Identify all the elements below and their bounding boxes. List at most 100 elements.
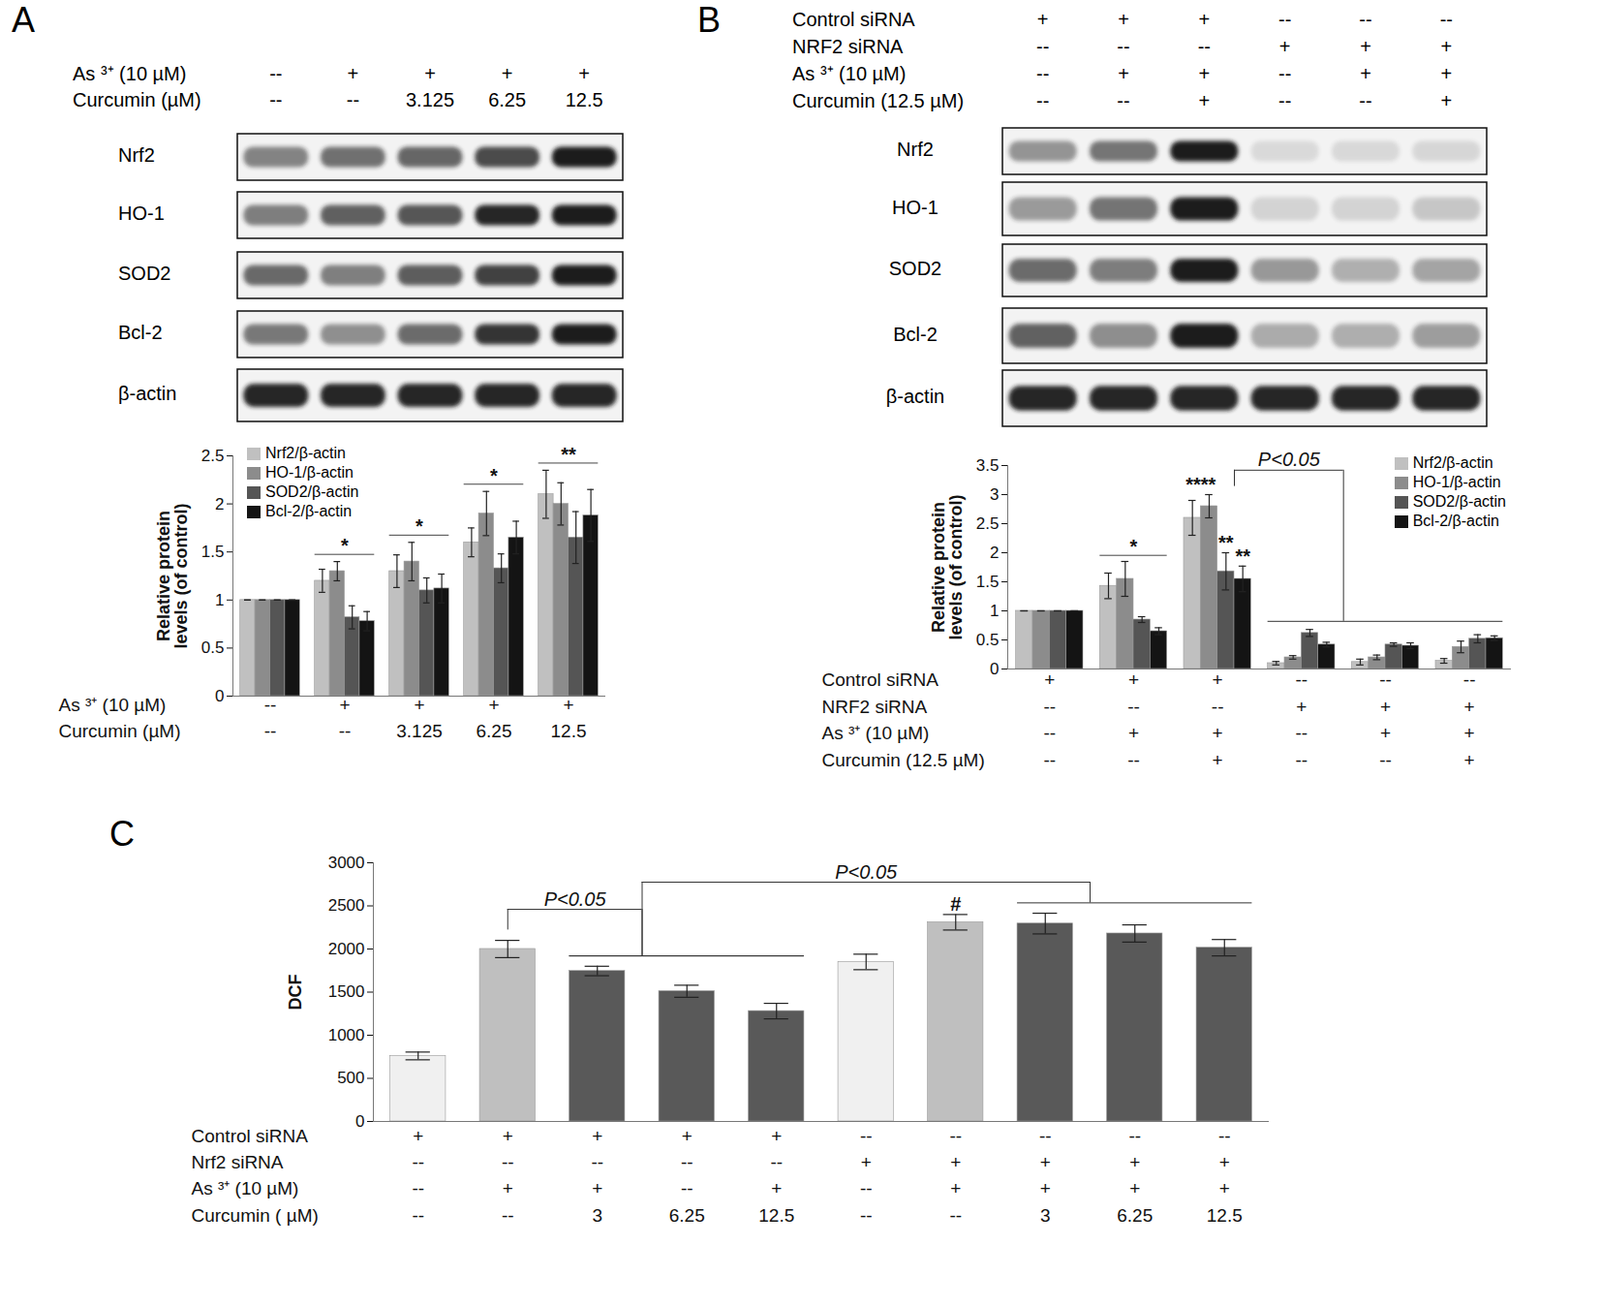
- svg-text:+: +: [1380, 696, 1391, 717]
- svg-text:--: --: [949, 1125, 962, 1146]
- svg-text:Nrf2 siRNA: Nrf2 siRNA: [191, 1151, 284, 1172]
- svg-text:Curcumin (12.5 µM): Curcumin (12.5 µM): [792, 90, 964, 112]
- svg-text:--: --: [1039, 1125, 1052, 1146]
- svg-text:+: +: [1128, 722, 1139, 743]
- svg-text:12.5: 12.5: [758, 1204, 795, 1226]
- svg-text:--: --: [680, 1177, 694, 1199]
- svg-text:--: --: [1116, 90, 1130, 112]
- svg-text:--: --: [1044, 696, 1057, 717]
- svg-text:--: --: [860, 1125, 873, 1146]
- svg-text:12.5: 12.5: [1206, 1204, 1243, 1226]
- svg-text:β-actin: β-actin: [886, 385, 945, 407]
- svg-text:As ³⁺ (10 µM): As ³⁺ (10 µM): [822, 722, 930, 743]
- svg-text:+: +: [338, 694, 350, 715]
- svg-text:--: --: [1218, 1125, 1231, 1146]
- svg-text:*: *: [490, 464, 498, 487]
- svg-text:--: --: [411, 1177, 425, 1199]
- svg-text:--: --: [346, 89, 360, 111]
- svg-text:+: +: [412, 1125, 424, 1146]
- svg-text:DCF: DCF: [285, 974, 306, 1011]
- svg-text:+: +: [1219, 1177, 1231, 1199]
- svg-text:+: +: [1129, 1177, 1140, 1199]
- svg-text:+: +: [1279, 35, 1292, 58]
- svg-text:+: +: [1198, 62, 1210, 85]
- svg-text:--: --: [1036, 90, 1049, 112]
- svg-text:--: --: [1358, 8, 1372, 31]
- svg-text:+: +: [1440, 90, 1452, 112]
- svg-text:NRF2 siRNA: NRF2 siRNA: [792, 35, 904, 58]
- svg-text:+: +: [1464, 696, 1476, 717]
- svg-text:--: --: [860, 1204, 873, 1226]
- svg-text:--: --: [680, 1151, 694, 1172]
- svg-text:--: --: [501, 1151, 515, 1172]
- svg-text:--: --: [1295, 722, 1309, 743]
- svg-text:12.5: 12.5: [551, 720, 587, 741]
- svg-text:0.5: 0.5: [201, 638, 225, 657]
- svg-text:+: +: [488, 694, 499, 715]
- svg-text:+: +: [770, 1125, 782, 1146]
- svg-text:P<0.05: P<0.05: [544, 888, 608, 910]
- svg-text:2.5: 2.5: [976, 514, 1000, 533]
- svg-text:--: --: [769, 1151, 783, 1172]
- svg-text:--: --: [590, 1151, 604, 1172]
- svg-text:6.25: 6.25: [488, 89, 526, 111]
- svg-text:**: **: [1218, 531, 1234, 554]
- svg-text:0: 0: [355, 1111, 365, 1131]
- svg-text:+: +: [1040, 1177, 1051, 1199]
- svg-text:+: +: [861, 1151, 872, 1172]
- svg-text:--: --: [1127, 749, 1140, 770]
- svg-text:--: --: [1295, 669, 1309, 690]
- svg-text:+: +: [950, 1177, 961, 1199]
- svg-text:*: *: [415, 515, 424, 537]
- svg-text:6.25: 6.25: [476, 720, 513, 741]
- svg-text:3.5: 3.5: [976, 456, 1000, 475]
- svg-text:--: --: [1278, 8, 1292, 31]
- svg-text:6.25: 6.25: [669, 1204, 706, 1226]
- svg-text:+: +: [1464, 722, 1476, 743]
- svg-text:Bcl-2: Bcl-2: [118, 321, 163, 343]
- svg-text:3.125: 3.125: [396, 720, 443, 741]
- svg-text:SOD2: SOD2: [118, 262, 171, 284]
- svg-text:+: +: [1212, 722, 1224, 743]
- svg-text:Curcumin (µM): Curcumin (µM): [59, 720, 182, 741]
- svg-text:--: --: [269, 62, 282, 85]
- svg-text:+: +: [1037, 8, 1049, 31]
- svg-text:Curcumin (µM): Curcumin (µM): [72, 89, 202, 111]
- svg-text:--: --: [1211, 696, 1225, 717]
- svg-text:--: --: [1440, 8, 1453, 31]
- svg-text:+: +: [770, 1177, 782, 1199]
- svg-text:--: --: [1278, 62, 1292, 85]
- svg-text:6.25: 6.25: [1116, 1204, 1153, 1226]
- svg-text:12.5: 12.5: [565, 89, 604, 111]
- svg-text:--: --: [338, 720, 352, 741]
- svg-text:+: +: [1198, 90, 1210, 112]
- svg-text:SOD2: SOD2: [889, 257, 942, 279]
- svg-text:--: --: [1278, 90, 1292, 112]
- svg-text:HO-1: HO-1: [892, 196, 939, 218]
- svg-text:+: +: [1440, 35, 1452, 58]
- svg-text:HO-1: HO-1: [118, 202, 165, 224]
- svg-text:+: +: [1464, 749, 1476, 770]
- svg-text:0.5: 0.5: [976, 630, 1000, 649]
- svg-text:+: +: [1359, 35, 1372, 58]
- svg-text:2: 2: [989, 543, 999, 562]
- svg-text:+: +: [1440, 62, 1452, 85]
- svg-text:0: 0: [989, 659, 999, 678]
- svg-text:**: **: [560, 443, 577, 465]
- svg-text:500: 500: [337, 1068, 365, 1087]
- svg-text:+: +: [1212, 749, 1224, 770]
- svg-text:+: +: [502, 1177, 514, 1199]
- svg-text:1.5: 1.5: [976, 572, 1000, 591]
- svg-text:As ³⁺ (10 µM): As ³⁺ (10 µM): [792, 62, 906, 85]
- svg-text:--: --: [860, 1177, 873, 1199]
- svg-text:1500: 1500: [328, 982, 366, 1001]
- svg-text:1.5: 1.5: [201, 542, 225, 561]
- svg-text:Nrf2: Nrf2: [118, 144, 155, 166]
- svg-text:1: 1: [989, 601, 999, 620]
- svg-text:--: --: [1463, 669, 1477, 690]
- svg-text:+: +: [413, 694, 425, 715]
- svg-text:+: +: [1044, 669, 1055, 690]
- svg-text:+: +: [424, 62, 436, 85]
- svg-text:--: --: [1358, 90, 1372, 112]
- svg-text:--: --: [1044, 722, 1057, 743]
